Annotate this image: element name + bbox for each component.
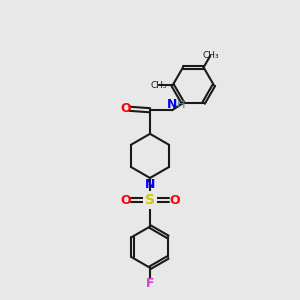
Text: CH₃: CH₃ <box>202 51 219 60</box>
Text: O: O <box>121 102 131 115</box>
Text: N: N <box>145 178 155 191</box>
Text: O: O <box>169 194 180 207</box>
Text: CH₃: CH₃ <box>150 81 167 90</box>
Text: N: N <box>167 98 177 111</box>
Text: H: H <box>177 100 186 110</box>
Text: S: S <box>145 193 155 207</box>
Text: F: F <box>146 277 154 290</box>
Text: O: O <box>120 194 131 207</box>
